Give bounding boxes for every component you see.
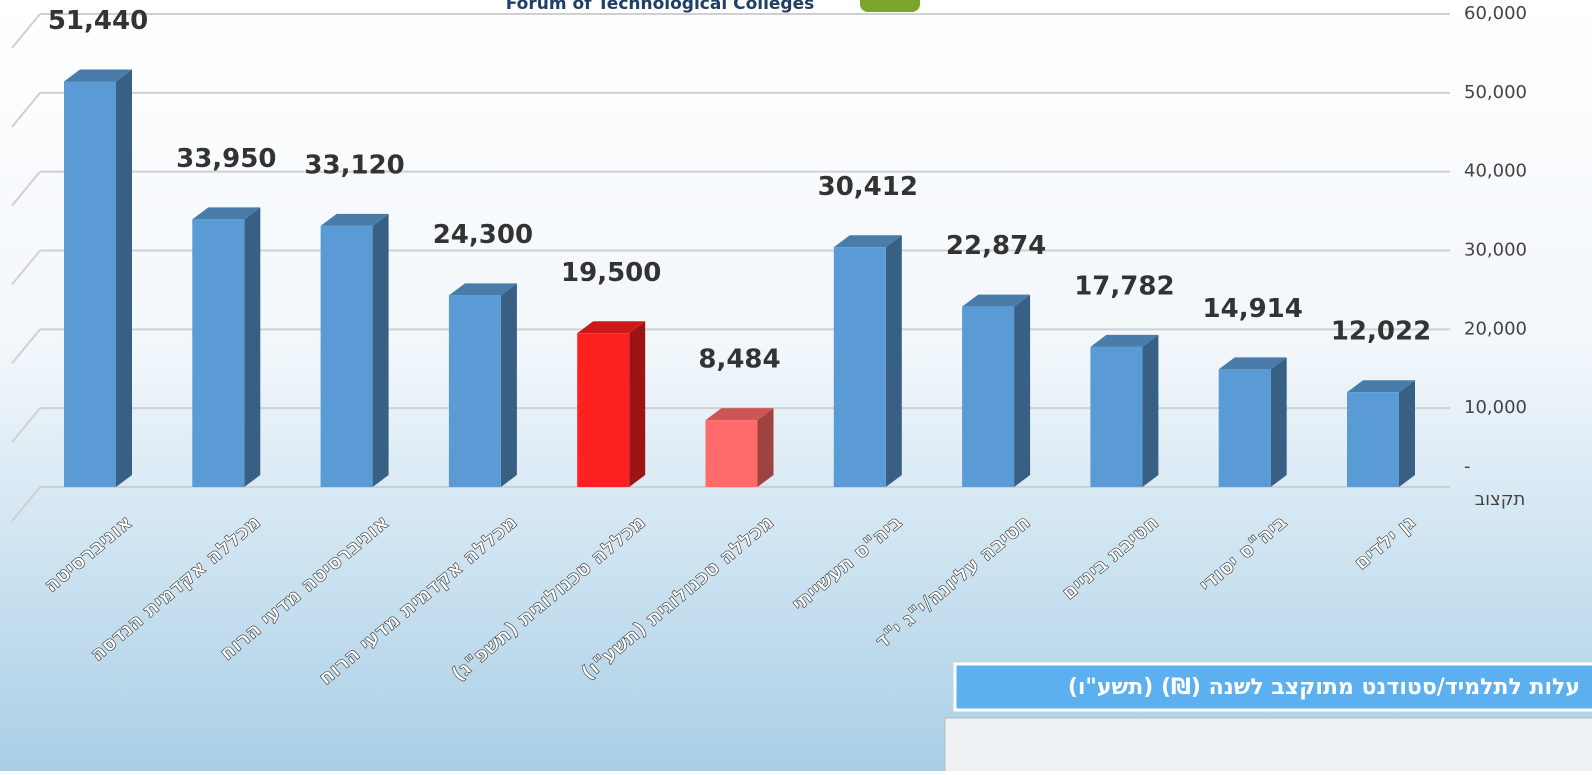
bar <box>64 69 132 487</box>
value-label: 14,914 <box>1203 294 1303 324</box>
logo <box>860 0 920 12</box>
page: Forum of Technological Colleges תקצוב על… <box>0 0 1592 771</box>
bar-side <box>1399 380 1415 487</box>
bar-side <box>116 69 132 487</box>
bar <box>962 295 1030 487</box>
bar <box>577 321 645 487</box>
bar-side <box>1271 357 1287 487</box>
bar-side <box>629 321 645 487</box>
bar-side <box>501 283 517 487</box>
y-tick-label: 50,000 <box>1464 82 1527 103</box>
y-axis-label: תקצוב <box>1475 489 1526 510</box>
value-label: 33,120 <box>304 150 404 180</box>
bar <box>192 207 260 487</box>
chart: Forum of Technological Colleges תקצוב על… <box>0 0 1592 771</box>
bar-side <box>886 235 902 487</box>
bar-front <box>1219 369 1271 487</box>
value-label: 17,782 <box>1074 271 1174 301</box>
bar-front <box>64 81 116 487</box>
bar-front <box>706 420 758 487</box>
value-label: 22,874 <box>946 231 1046 261</box>
y-tick-label: 10,000 <box>1464 397 1527 418</box>
bar-front <box>834 247 886 487</box>
value-label: 19,500 <box>561 258 661 288</box>
bar <box>1347 380 1415 487</box>
bar-front <box>577 333 629 487</box>
value-label: 51,440 <box>48 6 148 36</box>
bar <box>1219 357 1287 487</box>
y-tick-label: 40,000 <box>1464 161 1527 182</box>
bar-front <box>321 226 373 487</box>
bar-side <box>373 214 389 487</box>
bar <box>834 235 902 487</box>
bar-front <box>1090 347 1142 487</box>
value-label: 30,412 <box>818 172 918 202</box>
bar-front <box>1347 392 1399 487</box>
bar-front <box>962 307 1014 487</box>
footer-box <box>945 718 1592 771</box>
bar-side <box>1142 335 1158 487</box>
y-tick-label: 20,000 <box>1464 318 1527 339</box>
value-label: 8,484 <box>698 345 780 375</box>
bar <box>706 408 774 487</box>
value-label: 33,950 <box>176 144 276 174</box>
chart-title: עלות לתלמיד/סטודנט מתוקצב לשנה (₪) (תשע"… <box>1068 675 1580 700</box>
bar-side <box>1014 295 1030 487</box>
y-tick-label: - <box>1464 456 1471 477</box>
header: Forum of Technological Colleges <box>506 0 815 14</box>
bar-front <box>449 295 501 487</box>
y-tick-label: 30,000 <box>1464 240 1527 261</box>
value-label: 24,300 <box>433 220 533 250</box>
bar <box>449 283 517 487</box>
y-tick-label: 60,000 <box>1464 3 1527 24</box>
bar-side <box>244 207 260 487</box>
bar-side <box>758 408 774 487</box>
bar-front <box>192 219 244 487</box>
value-label: 12,022 <box>1331 317 1431 347</box>
bar <box>321 214 389 487</box>
bar <box>1090 335 1158 487</box>
